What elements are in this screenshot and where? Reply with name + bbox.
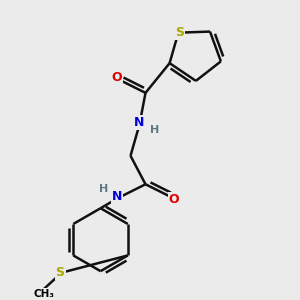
Text: N: N <box>134 116 145 129</box>
Text: N: N <box>112 190 122 203</box>
Text: H: H <box>99 184 108 194</box>
Text: H: H <box>151 125 160 135</box>
Text: O: O <box>169 193 179 206</box>
Text: S: S <box>56 266 64 279</box>
Text: O: O <box>112 71 122 84</box>
Text: S: S <box>175 26 184 39</box>
Text: CH₃: CH₃ <box>33 289 54 298</box>
